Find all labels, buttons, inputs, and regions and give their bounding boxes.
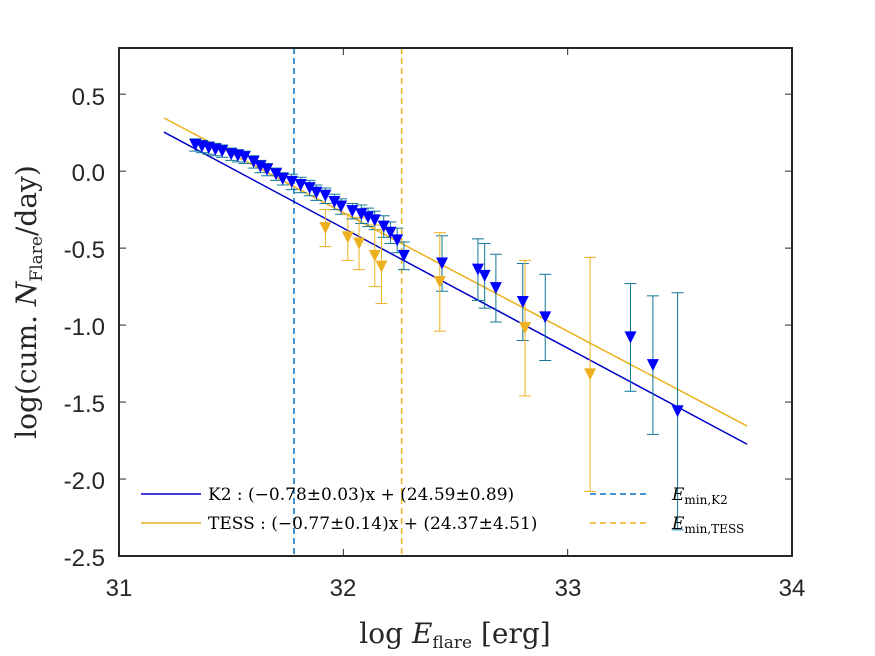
data-point (328, 195, 341, 208)
y-tick-label: -0.5 (64, 237, 105, 264)
data-point (353, 237, 366, 250)
data-point (436, 257, 449, 270)
data-point (303, 182, 316, 195)
data-point (341, 231, 354, 244)
y-tick-label: 0.0 (72, 160, 105, 187)
data-point (216, 145, 229, 158)
data-point (319, 222, 332, 235)
data-point (391, 234, 404, 247)
data-point (433, 275, 446, 288)
data-point (519, 322, 532, 335)
data-point (671, 405, 684, 418)
data-point (368, 214, 381, 227)
x-tick-labels: 31 32 33 34 (106, 575, 806, 602)
data-point (539, 311, 552, 324)
data-point (397, 249, 410, 262)
data-point (254, 160, 267, 173)
x-tick-label: 32 (330, 575, 357, 602)
data-point (489, 282, 502, 295)
fit-lines-layer (163, 117, 748, 445)
data-point (384, 226, 397, 239)
data-point (646, 359, 659, 372)
x-tick-label: 34 (779, 575, 806, 602)
legend-emin-k2-label: Emin,K2 (671, 485, 728, 507)
data-point (285, 175, 298, 188)
legend: K2 : (−0.78±0.03)x + (24.59±0.89) TESS :… (141, 485, 744, 536)
legend-tess-label: TESS : (−0.77±0.14)x + (24.37±4.51) (208, 514, 537, 534)
data-point (294, 179, 307, 192)
data-point (362, 211, 375, 224)
data-point (238, 151, 251, 164)
x-axis-label: log Eflare [erg] (359, 617, 550, 653)
data-point (261, 163, 274, 176)
axis-ticks-layer (118, 48, 793, 557)
data-point (375, 260, 388, 273)
y-tick-label: -1.5 (64, 391, 105, 418)
error-bars-layer (189, 138, 684, 531)
data-point (346, 205, 359, 218)
y-tick-label: -2.0 (64, 468, 105, 495)
data-point (270, 168, 283, 181)
vertical-lines-layer (293, 48, 403, 556)
legend-k2-label: K2 : (−0.78±0.03)x + (24.59±0.89) (208, 485, 514, 505)
fit-line (163, 131, 748, 445)
x-tick-label: 31 (106, 575, 133, 602)
data-point (368, 249, 381, 262)
data-point (471, 263, 484, 276)
y-tick-label: -1.0 (64, 314, 105, 341)
data-point (310, 186, 323, 199)
data-points-layer (189, 138, 684, 418)
data-point (624, 331, 637, 344)
data-point (247, 155, 260, 168)
y-tick-labels: 0.5 0.0 -0.5 -1.0 -1.5 -2.0 -2.5 (64, 84, 105, 572)
data-point (478, 269, 491, 282)
data-point (516, 296, 529, 308)
legend-emin-tess-label: Emin,TESS (671, 514, 744, 536)
data-point (335, 200, 348, 213)
y-tick-label: 0.5 (72, 84, 105, 111)
y-tick-label: -2.5 (64, 545, 105, 572)
data-point (355, 208, 368, 221)
data-point (377, 220, 390, 233)
fit-line (163, 117, 748, 427)
data-point (584, 368, 597, 381)
x-tick-label: 33 (555, 575, 582, 602)
plot-frame (118, 47, 793, 557)
y-axis-label: log(cum. NFlare/day) (10, 165, 47, 439)
data-point (319, 189, 332, 202)
data-point (276, 172, 289, 185)
